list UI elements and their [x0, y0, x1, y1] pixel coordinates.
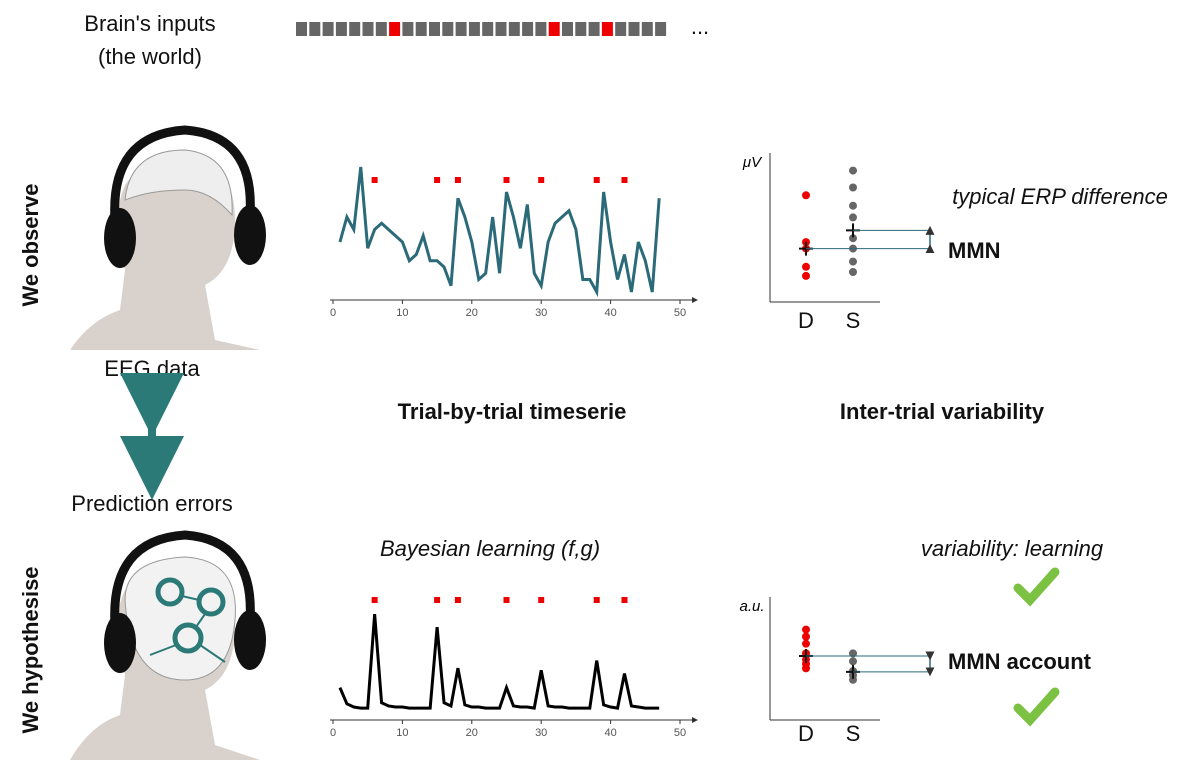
deviant-marker — [454, 597, 461, 603]
title: Inter-trial variability — [840, 399, 1045, 424]
row-label: We observe — [18, 183, 43, 306]
x-tick-label: 0 — [330, 727, 336, 739]
point — [849, 166, 857, 175]
input-square — [641, 22, 653, 36]
deviant-marker — [434, 597, 441, 603]
annotation: typical ERP difference — [952, 184, 1168, 209]
point — [849, 213, 857, 222]
deviant-marker — [454, 177, 461, 183]
head-eeg — [70, 125, 266, 350]
x-label: D — [798, 721, 814, 746]
deviant-marker — [503, 177, 510, 183]
input-square — [442, 22, 454, 36]
input-square — [628, 22, 640, 36]
title: Bayesian learning (f,g) — [380, 536, 600, 561]
x-tick-label: 50 — [674, 307, 686, 319]
point — [849, 234, 857, 243]
point — [849, 268, 857, 276]
y-label: μV — [742, 154, 763, 171]
point — [802, 262, 810, 271]
deviant-marker — [621, 177, 628, 183]
deviant-marker — [538, 597, 545, 603]
deviant-marker — [371, 597, 378, 603]
input-square — [615, 22, 627, 36]
input-square — [601, 22, 613, 36]
input-square — [482, 22, 494, 36]
deviant-marker — [593, 177, 600, 183]
input-square — [375, 22, 387, 36]
title: Trial-by-trial timeserie — [398, 399, 627, 424]
x-tick-label: 50 — [674, 727, 686, 739]
input-square — [402, 22, 414, 36]
input-square — [655, 22, 667, 36]
input-square — [575, 22, 587, 36]
deviant-marker — [538, 177, 545, 183]
point — [849, 201, 857, 210]
eeg-label: EEG data — [104, 356, 200, 381]
x-tick-label: 20 — [466, 307, 478, 319]
point — [849, 257, 857, 266]
point — [802, 664, 810, 673]
pe-label: Prediction errors — [71, 491, 232, 516]
y-label: a.u. — [739, 598, 764, 615]
annotation: variability: learning — [921, 536, 1104, 561]
input-square — [322, 22, 334, 36]
point — [802, 632, 810, 641]
input-square — [522, 22, 534, 36]
input-square — [335, 22, 347, 36]
deviant-marker — [621, 597, 628, 603]
input-square — [508, 22, 520, 36]
head-model — [70, 530, 266, 760]
input-square — [309, 22, 321, 36]
input-square — [548, 22, 560, 36]
inputs-label: Brain's inputs — [84, 11, 215, 36]
input-square — [389, 22, 401, 36]
checkmark — [1013, 567, 1060, 727]
inputs-label: (the world) — [98, 44, 202, 69]
input-square — [535, 22, 547, 36]
input-square — [415, 22, 427, 36]
input-square — [296, 22, 307, 36]
deviant-marker — [434, 177, 441, 183]
x-label: D — [798, 308, 814, 333]
x-tick-label: 30 — [535, 307, 547, 319]
input-square — [455, 22, 467, 36]
x-tick-label: 10 — [396, 307, 408, 319]
input-square — [588, 22, 600, 36]
eeg-line — [338, 166, 661, 298]
x-tick-label: 40 — [604, 727, 616, 739]
x-label: S — [846, 308, 861, 333]
input-square — [362, 22, 374, 36]
ellipsis: ... — [691, 14, 709, 39]
point — [802, 639, 810, 648]
input-square — [349, 22, 361, 36]
mmn-label: MMN — [948, 238, 1001, 263]
deviant-marker — [593, 597, 600, 603]
point — [849, 675, 857, 684]
point — [849, 649, 857, 658]
input-square — [495, 22, 507, 36]
x-tick-label: 20 — [466, 727, 478, 739]
deviant-marker — [503, 597, 510, 603]
point — [802, 625, 810, 634]
x-tick-label: 10 — [396, 727, 408, 739]
deviant-marker — [371, 177, 378, 183]
input-square — [468, 22, 480, 36]
x-tick-label: 40 — [604, 307, 616, 319]
model-line — [338, 614, 660, 710]
input-square — [562, 22, 573, 36]
point — [849, 657, 857, 666]
x-tick-label: 0 — [330, 307, 336, 319]
mmn-label: MMN account — [948, 649, 1092, 674]
point — [802, 271, 810, 280]
point — [849, 183, 857, 192]
row-label: We hypothesise — [18, 566, 43, 733]
x-tick-label: 30 — [535, 727, 547, 739]
input-square — [429, 22, 440, 36]
point — [802, 191, 810, 200]
x-label: S — [846, 721, 861, 746]
